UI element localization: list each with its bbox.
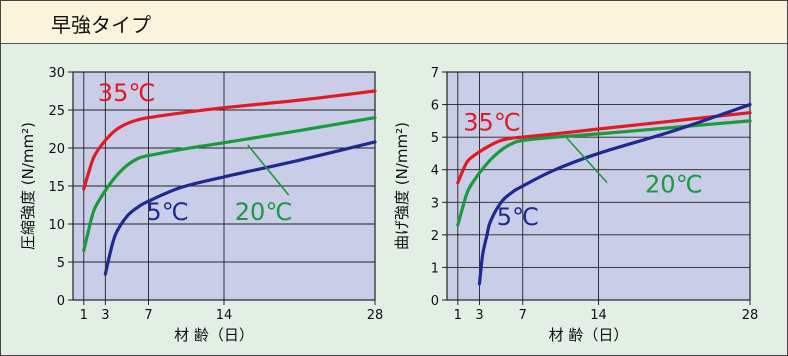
chart2-y-tick-label: 2 [431, 229, 439, 244]
chart1-series-line-20C [82, 116, 377, 253]
chart2-series-label-20C: 20℃ [645, 171, 703, 199]
chart1-series-label-5C: 5℃ [146, 198, 188, 226]
chart1-y-tick-label: 10 [48, 218, 65, 233]
chart2-series-line-5C [477, 102, 752, 286]
chart1-x-tick-label: 7 [144, 308, 152, 323]
chart1-y-tick-label: 30 [48, 66, 65, 81]
chart2-series-label-5C: 5℃ [497, 203, 539, 231]
chart1-x-tick-label: 28 [367, 308, 384, 323]
chart1-x-tick-label: 3 [101, 308, 109, 323]
chart1-y-tick-label: 0 [57, 294, 65, 309]
chart2-y-tick-label: 0 [431, 294, 439, 309]
chart2-series-line-35C [456, 111, 752, 185]
chart1-y-tick-label: 15 [48, 180, 65, 195]
chart2-y-tick-label: 4 [431, 164, 439, 179]
chart1-series-line-35C [82, 89, 377, 191]
chart2-x-tick-label: 14 [590, 308, 607, 323]
chart1-y-tick-label: 20 [48, 142, 65, 157]
header-bar: 早強タイプ [1, 1, 787, 44]
chart2-y-tick-label: 5 [431, 131, 439, 146]
chart2-y-tick-label: 7 [431, 66, 439, 81]
chart1-x-axis-label: 材 齢（日） [174, 326, 254, 344]
chart2-series-label-35C: 35℃ [463, 109, 521, 137]
chart2-y-tick-label: 1 [431, 261, 439, 276]
chart2-x-tick-label: 3 [475, 308, 483, 323]
chart2-x-tick-label: 7 [519, 308, 527, 323]
chart1-x-tick-label: 1 [80, 308, 88, 323]
chart2-y-tick-label: 3 [431, 196, 439, 211]
chart2-y-tick-label: 6 [431, 99, 439, 114]
chart2-callout-line [565, 136, 608, 184]
chart1-y-tick-label: 5 [57, 256, 65, 271]
page-title: 早強タイプ [51, 13, 151, 37]
chart2-y-axis-label: 曲げ強度 (N/mm²) [393, 122, 411, 250]
chart1-callout-line [247, 144, 290, 196]
chart2-series-line-20C [456, 119, 752, 227]
chart1-series-label-35C: 35℃ [98, 79, 156, 107]
chart1-y-axis-label: 圧縮強度 (N/mm²) [19, 122, 37, 250]
chart1-series-line-5C [103, 140, 377, 276]
chart2-x-tick-label: 28 [742, 308, 759, 323]
chart2-x-tick-label: 1 [454, 308, 462, 323]
chart1-x-tick-label: 14 [216, 308, 233, 323]
chart1-series-label-20C: 20℃ [235, 198, 292, 226]
chart2-x-axis-label: 材 齢（日） [549, 326, 629, 344]
chart1-y-tick-label: 25 [48, 104, 65, 119]
